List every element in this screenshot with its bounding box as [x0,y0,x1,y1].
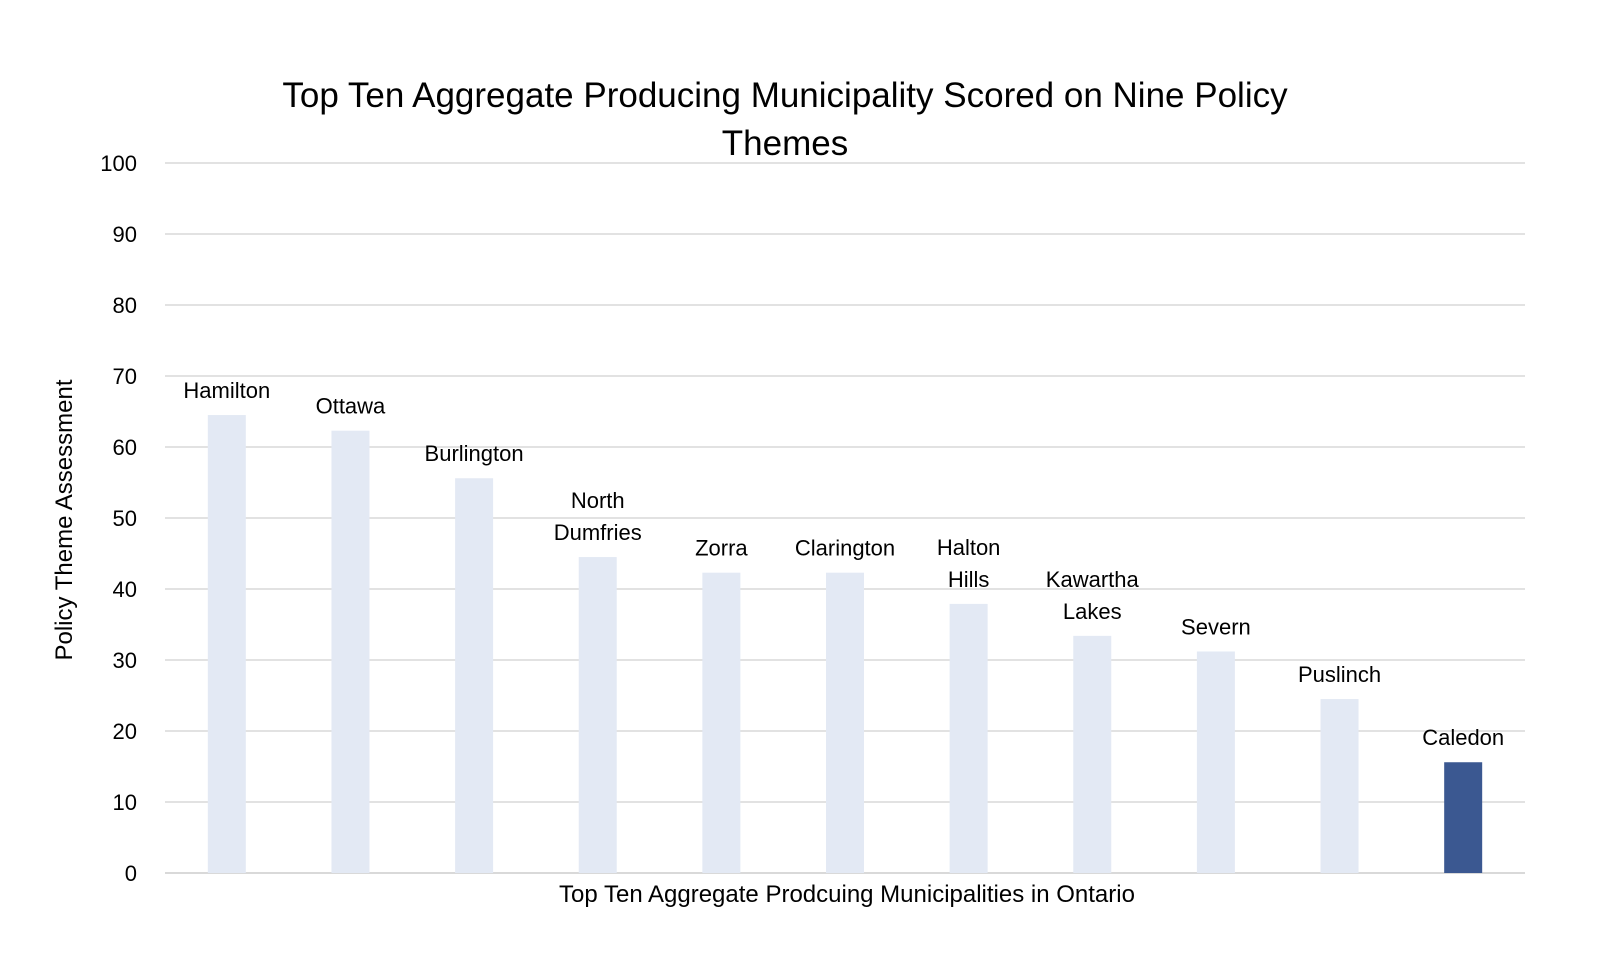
bar-category-label: Burlington [425,441,524,466]
bar-category-label: Dumfries [554,520,642,545]
bar-category-label: Halton [937,535,1001,560]
bar-category-label: Puslinch [1298,662,1381,687]
bars [207,415,1483,873]
bar-category-label: Severn [1181,614,1251,639]
bar [702,572,741,873]
bar-category-label: Zorra [695,536,748,561]
bar-category-label: Lakes [1063,599,1122,624]
y-tick-label: 80 [113,293,137,318]
bar [207,415,246,873]
y-tick-label: 60 [113,435,137,460]
bar [331,430,370,873]
bar [578,557,617,873]
bar [949,603,988,873]
bar-category-label: Caledon [1422,725,1504,750]
bar-category-label: Ottawa [316,394,386,419]
bar [1196,651,1235,873]
bar [1073,635,1112,873]
y-axis-ticks: 0 10 20 30 40 50 60 70 80 90 100 [100,151,137,886]
bar-category-label: Hills [948,567,990,592]
y-tick-label: 70 [113,364,137,389]
x-axis-label: Top Ten Aggregate Prodcuing Municipaliti… [559,881,1135,908]
y-tick-label: 10 [113,790,137,815]
bar-category-label: Hamilton [183,378,270,403]
bar [1444,762,1483,873]
y-tick-label: 90 [113,222,137,247]
y-axis-label: Policy Theme Assessment [51,379,78,660]
y-tick-label: 40 [113,577,137,602]
y-tick-label: 30 [113,648,137,673]
bar [826,572,864,873]
bar-category-label: Kawartha [1046,567,1140,592]
chart-title-line-2: Themes [722,124,848,163]
y-tick-label: 0 [125,861,137,886]
bar-labels: Hamilton Ottawa Burlington North Dumfries Zor… [183,378,1504,750]
y-tick-label: 100 [100,151,137,176]
bar-category-label: North [571,488,625,513]
bar [455,478,494,873]
y-tick-label: 20 [113,719,137,744]
bar [1320,699,1359,873]
y-tick-label: 50 [113,506,137,531]
chart-title-line-1: Top Ten Aggregate Producing Municipality… [282,76,1288,115]
bar-category-label: Clarington [795,536,895,561]
